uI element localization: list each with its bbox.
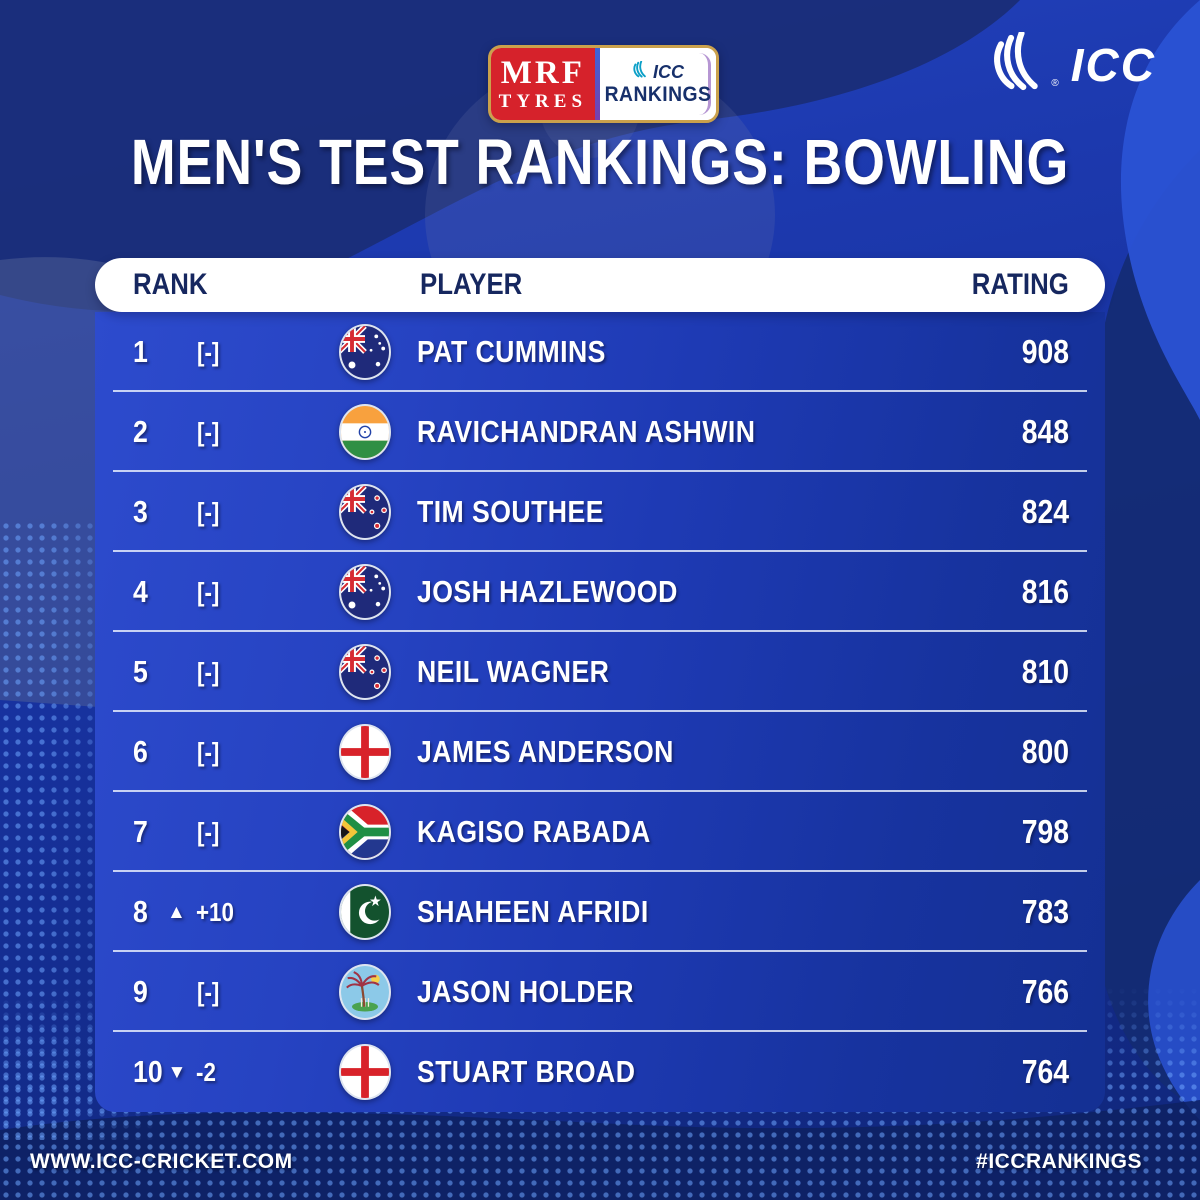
movement-indicator: [-]: [167, 417, 339, 448]
rating-value: 783: [1021, 893, 1069, 930]
movement-label: +10: [195, 896, 234, 927]
movement-indicator: [-]: [167, 497, 339, 528]
table-row: 9 [-] JASON HOLDER 766: [95, 952, 1105, 1032]
flag-pak-icon: [339, 884, 391, 940]
rating-value: 800: [1021, 733, 1069, 770]
table-body: 1 [-] PAT CUMMINS 908 2 [-] RAVICHANDRAN ASHWI…: [95, 312, 1105, 1112]
movement-indicator: [-]: [167, 737, 339, 768]
table-row: 2 [-] RAVICHANDRAN ASHWIN 848: [95, 392, 1105, 472]
table-row: 3 [-] TIM SOUTHEE 824: [95, 472, 1105, 552]
rank-value: 1: [133, 334, 148, 369]
flag-aus-icon: [339, 564, 391, 620]
movement-label: [-]: [197, 496, 220, 527]
table-row: 10 ▼ -2 STUART BROAD 764: [95, 1032, 1105, 1112]
table-row: 8 ▲ +10 SHAHEEN AFRIDI 783: [95, 872, 1105, 952]
movement-label: [-]: [197, 336, 220, 367]
flag-eng-icon: [339, 1044, 392, 1100]
rating-value: 816: [1021, 573, 1069, 610]
website-url: WWW.ICC-CRICKET.COM: [30, 1150, 293, 1173]
flag-eng-icon: [339, 724, 391, 780]
movement-indicator: [-]: [167, 977, 339, 1008]
icc-ball-icon: [989, 30, 1049, 97]
movement-indicator: ▲ +10: [167, 897, 339, 928]
movement-label: [-]: [197, 976, 220, 1007]
movement-indicator: ▼ -2: [167, 1057, 339, 1088]
page-title: MEN'S TEST RANKINGS: BOWLING: [130, 126, 1070, 198]
hashtag: #ICCRANKINGS: [976, 1150, 1142, 1173]
mrf-tyres-text: TYRES: [498, 91, 588, 112]
flag-rsa-icon: [339, 804, 391, 860]
icc-logo: ® ICC: [989, 30, 1156, 97]
movement-label: [-]: [197, 416, 220, 447]
header-rating: RATING: [972, 268, 1069, 301]
player-name: SHAHEEN AFRIDI: [417, 894, 649, 929]
player-name: STUART BROAD: [417, 1054, 636, 1089]
flag-aus-icon: [339, 324, 391, 380]
icc-rankings-logo: ICC RANKINGS: [599, 48, 716, 120]
flag-nzl-icon: [339, 484, 391, 540]
rating-value: 798: [1021, 813, 1069, 850]
rank-value: 3: [133, 494, 148, 529]
movement-label: [-]: [197, 736, 220, 767]
rank-value: 5: [133, 654, 148, 689]
badge-icc-text: ICC: [652, 61, 684, 82]
movement-label: [-]: [197, 656, 220, 687]
player-name: NEIL WAGNER: [417, 654, 610, 689]
table-header: RANK PLAYER RATING: [95, 258, 1105, 312]
down-arrow-icon: ▼: [167, 1061, 187, 1083]
mrf-logo-text: MRF: [500, 55, 585, 91]
rating-value: 848: [1021, 413, 1069, 450]
rank-value: 10: [133, 1054, 163, 1089]
movement-indicator: [-]: [167, 337, 339, 368]
up-arrow-icon: ▲: [167, 901, 186, 923]
flag-wi-icon: [339, 964, 391, 1020]
player-name: JOSH HAZLEWOOD: [417, 574, 678, 609]
rank-value: 8: [133, 894, 148, 929]
rank-value: 2: [133, 414, 148, 449]
rating-value: 766: [1021, 973, 1069, 1010]
badge-rankings-text: RANKINGS: [604, 83, 712, 106]
rating-value: 824: [1021, 493, 1069, 530]
rank-value: 4: [133, 574, 148, 609]
rank-value: 7: [133, 814, 148, 849]
icc-logo-text: ICC: [1070, 38, 1156, 91]
rating-value: 908: [1021, 333, 1069, 370]
movement-indicator: [-]: [167, 817, 339, 848]
flag-ind-icon: [339, 404, 391, 460]
icc-ball-icon: [632, 60, 649, 83]
player-name: TIM SOUTHEE: [417, 494, 604, 529]
player-name: RAVICHANDRAN ASHWIN: [417, 414, 756, 449]
movement-label: [-]: [197, 816, 220, 847]
mrf-tyres-logo: MRF TYRES: [491, 48, 595, 120]
table-row: 1 [-] PAT CUMMINS 908: [95, 312, 1105, 392]
player-name: JAMES ANDERSON: [417, 734, 674, 769]
table-row: 4 [-] JOSH HAZLEWOOD 816: [95, 552, 1105, 632]
table-row: 7 [-] KAGISO RABADA 798: [95, 792, 1105, 872]
mrf-icc-rankings-badge: MRF TYRES ICC RANKINGS: [488, 45, 719, 123]
rank-value: 9: [133, 974, 148, 1009]
rating-value: 810: [1021, 653, 1069, 690]
player-name: JASON HOLDER: [417, 974, 634, 1009]
movement-indicator: [-]: [167, 577, 339, 608]
header-player: PLAYER: [420, 268, 523, 301]
rating-value: 764: [1021, 1053, 1069, 1090]
movement-label: [-]: [197, 576, 220, 607]
player-name: KAGISO RABADA: [417, 814, 651, 849]
movement-indicator: [-]: [167, 657, 339, 688]
rank-value: 6: [133, 734, 148, 769]
flag-nzl-icon: [339, 644, 391, 700]
table-row: 5 [-] NEIL WAGNER 810: [95, 632, 1105, 712]
table-row: 6 [-] JAMES ANDERSON 800: [95, 712, 1105, 792]
registered-mark: ®: [1051, 78, 1059, 89]
player-name: PAT CUMMINS: [417, 334, 606, 369]
movement-label: -2: [196, 1056, 217, 1087]
header-rank: RANK: [133, 268, 208, 301]
